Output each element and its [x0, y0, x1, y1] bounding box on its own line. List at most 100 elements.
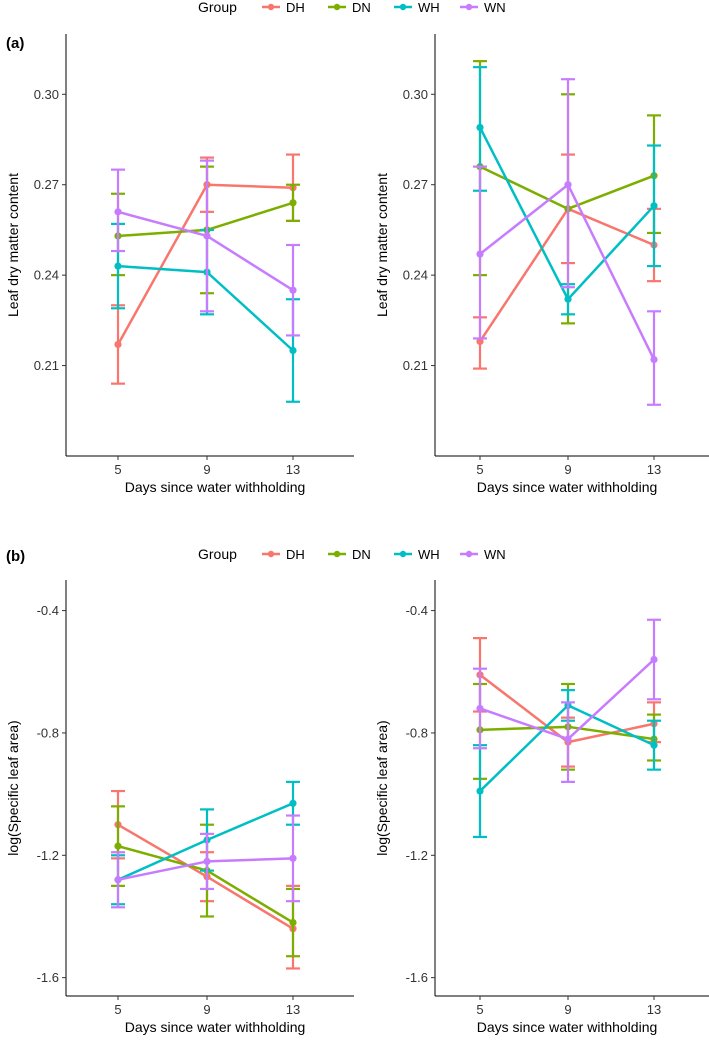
legend-key-dn: DN — [328, 547, 371, 562]
data-point — [476, 123, 484, 132]
data-point — [289, 854, 297, 862]
data-point — [114, 842, 122, 850]
x-tick-label: 5 — [114, 1002, 121, 1017]
legend-label-dn: DN — [352, 0, 371, 15]
y-axis-title: Leaf dry matter content — [5, 173, 21, 317]
y-tick-label: -1.6 — [37, 970, 59, 985]
data-point — [289, 918, 297, 927]
y-axis-title: log(Specific leaf area) — [374, 720, 390, 855]
data-point — [650, 741, 658, 749]
x-tick-label: 5 — [476, 462, 483, 477]
y-axis-title: log(Specific leaf area) — [5, 720, 21, 855]
y-tick-label: -1.2 — [37, 848, 59, 863]
series-line — [117, 844, 294, 924]
data-point — [289, 199, 297, 207]
legend-bottom: Group DH DN WH WN — [198, 546, 506, 562]
data-point — [650, 355, 658, 364]
y-tick-label: 0.21 — [403, 358, 428, 373]
y-tick-label: 0.21 — [34, 358, 59, 373]
legend-dot-dh — [267, 550, 275, 558]
data-point — [476, 787, 484, 795]
legend-key-wh: WH — [394, 547, 440, 562]
legend-dot-wn — [465, 3, 473, 11]
data-point — [564, 295, 572, 303]
x-tick-label: 5 — [476, 1002, 483, 1017]
series-wn — [473, 618, 661, 783]
y-tick-label: -0.8 — [406, 725, 428, 740]
chart-ldmc-right: 0.21 0.24 0.27 0.30 5 9 13 Days since water wit… — [374, 34, 709, 495]
legend-dot-wh — [399, 3, 407, 11]
y-tick-label: 0.27 — [34, 177, 59, 192]
series-wn — [473, 78, 661, 406]
legend-dot-wn — [465, 550, 473, 558]
x-axis-title: Days since water withholding — [477, 479, 658, 495]
legend-label-wn: WN — [484, 0, 506, 15]
legend-label-dh: DH — [286, 0, 305, 15]
chart-sla-left: -1.6 -1.2 -0.8 -0.4 5 9 13 Days since water wit… — [5, 580, 354, 1035]
data-point — [476, 250, 484, 258]
data-point — [289, 286, 297, 294]
legend-key-wn: WN — [460, 0, 506, 15]
legend-top: Group DH DN WH WN — [198, 0, 506, 15]
y-axis-title: Leaf dry matter content — [374, 173, 390, 317]
x-tick-label: 9 — [203, 462, 210, 477]
chart-ldmc-left: 0.21 0.24 0.27 0.30 5 9 13 Days since water wit… — [5, 34, 354, 495]
series-wn — [111, 814, 300, 909]
chart-sla-right: -1.6 -1.2 -0.8 -0.4 5 9 13 Days since water wit… — [374, 580, 709, 1035]
data-point — [203, 857, 211, 866]
legend-label-wn: WN — [484, 547, 506, 562]
data-point — [476, 704, 484, 713]
x-axis-title: Days since water withholding — [125, 479, 306, 495]
data-point — [650, 202, 658, 210]
series-line — [116, 183, 294, 346]
data-point — [289, 799, 297, 807]
legend-key-wh: WH — [394, 0, 440, 15]
series-line — [117, 210, 294, 292]
legend-title: Group — [198, 546, 237, 562]
y-tick-label: 0.27 — [403, 177, 428, 192]
series-line — [117, 264, 294, 352]
series-dn — [111, 805, 300, 958]
y-tick-label: 0.24 — [403, 268, 428, 283]
data-point — [564, 181, 572, 189]
x-tick-label: 13 — [286, 1002, 300, 1017]
legend-label-wh: WH — [418, 547, 440, 562]
y-tick-label: -1.2 — [406, 848, 428, 863]
series-dh — [111, 789, 300, 970]
legend-label-dn: DN — [352, 547, 371, 562]
y-tick-label: 0.30 — [403, 87, 428, 102]
legend-key-wn: WN — [460, 547, 506, 562]
x-tick-label: 5 — [114, 462, 121, 477]
data-point — [114, 340, 122, 349]
legend-key-dh: DH — [262, 547, 305, 562]
series-wh — [111, 780, 300, 906]
data-point — [289, 346, 297, 355]
legend-key-dh: DH — [262, 0, 305, 15]
data-point — [564, 735, 572, 743]
data-point — [203, 232, 211, 240]
y-tick-label: -0.4 — [406, 603, 428, 618]
panel-label-b: (b) — [6, 548, 25, 565]
panel-label-a: (a) — [6, 35, 24, 52]
legend-label-wh: WH — [418, 0, 440, 15]
legend-title: Group — [198, 0, 237, 15]
x-tick-label: 13 — [647, 1002, 661, 1017]
y-tick-label: 0.24 — [34, 268, 59, 283]
y-tick-label: 0.30 — [34, 87, 59, 102]
x-tick-label: 9 — [564, 462, 571, 477]
series-wn — [111, 159, 300, 337]
x-tick-label: 13 — [647, 462, 661, 477]
data-point — [476, 337, 484, 346]
x-tick-label: 13 — [286, 462, 300, 477]
data-point — [114, 262, 122, 270]
legend-label-dh: DH — [286, 547, 305, 562]
data-point — [114, 208, 122, 216]
y-tick-label: -0.4 — [37, 603, 59, 618]
data-point — [114, 876, 122, 884]
legend-dot-dh — [267, 3, 275, 11]
legend-key-dn: DN — [328, 0, 371, 15]
data-point — [650, 655, 658, 664]
x-axis-title: Days since water withholding — [477, 1019, 658, 1035]
x-tick-label: 9 — [203, 1002, 210, 1017]
